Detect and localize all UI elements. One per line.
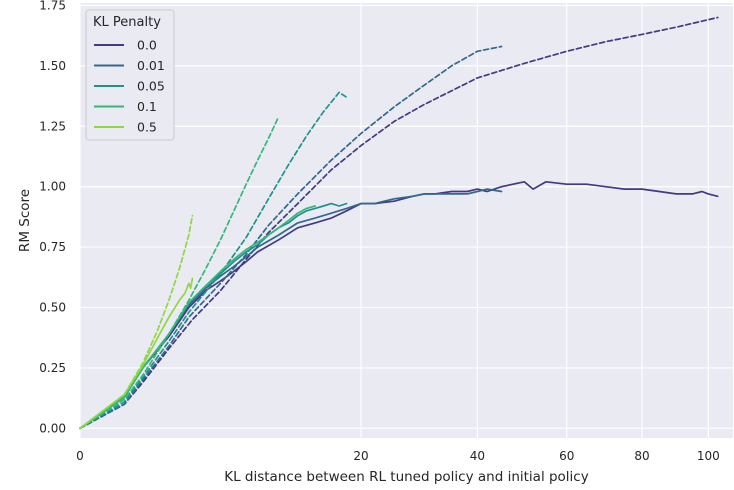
y-tick-labels: 0.00 0.25 0.50 0.75 1.00 1.25 1.50 1.75: [39, 0, 66, 435]
x-tick-labels: 0 20 40 60 80 100: [76, 449, 720, 463]
y-tick-label: 1.25: [39, 119, 66, 133]
x-tick-label: 80: [634, 449, 649, 463]
series-line-0-0-dashed: [79, 16, 719, 430]
legend-label: 0.0: [137, 38, 157, 53]
x-axis-label: KL distance between RL tuned policy and …: [224, 469, 588, 485]
x-tick-label: 60: [559, 449, 574, 463]
y-tick-label: 0.50: [39, 301, 66, 315]
y-tick-label: 0.75: [39, 240, 66, 254]
series-line-0-5-dashed: [79, 214, 194, 430]
legend-label: 0.1: [137, 99, 157, 114]
y-tick-label: 0.00: [39, 421, 66, 435]
series-line-0-05-dashed: [79, 91, 348, 430]
y-tick-label: 1.75: [39, 0, 66, 12]
x-tick-label: 0: [76, 449, 84, 463]
series-line-0-01-solid: [79, 188, 503, 430]
grid-lines: [79, 3, 733, 438]
plot-background: [80, 3, 733, 438]
y-tick-label: 0.25: [39, 361, 66, 375]
series-line-0-01-dashed: [79, 45, 503, 430]
legend-items: 0.0 0.01 0.05 0.1 0.5: [94, 38, 165, 135]
legend-label: 0.05: [137, 79, 165, 94]
y-tick-label: 1.00: [39, 180, 66, 194]
legend-label: 0.01: [137, 58, 165, 73]
y-axis-label: RM Score: [17, 189, 33, 252]
x-tick-label: 100: [697, 449, 720, 463]
series-line-0-5-solid: [79, 277, 194, 430]
series-line-0-1-solid: [79, 205, 316, 430]
legend-title: KL Penalty: [93, 15, 161, 30]
series-line-0-1-dashed: [79, 115, 280, 430]
x-tick-label: 40: [470, 449, 485, 463]
series-lines: [79, 16, 719, 430]
x-tick-label: 20: [353, 449, 368, 463]
legend-label: 0.5: [137, 120, 157, 135]
legend: KL Penalty 0.0 0.01 0.05 0.1 0.5: [85, 9, 175, 141]
y-tick-label: 1.50: [39, 59, 66, 73]
